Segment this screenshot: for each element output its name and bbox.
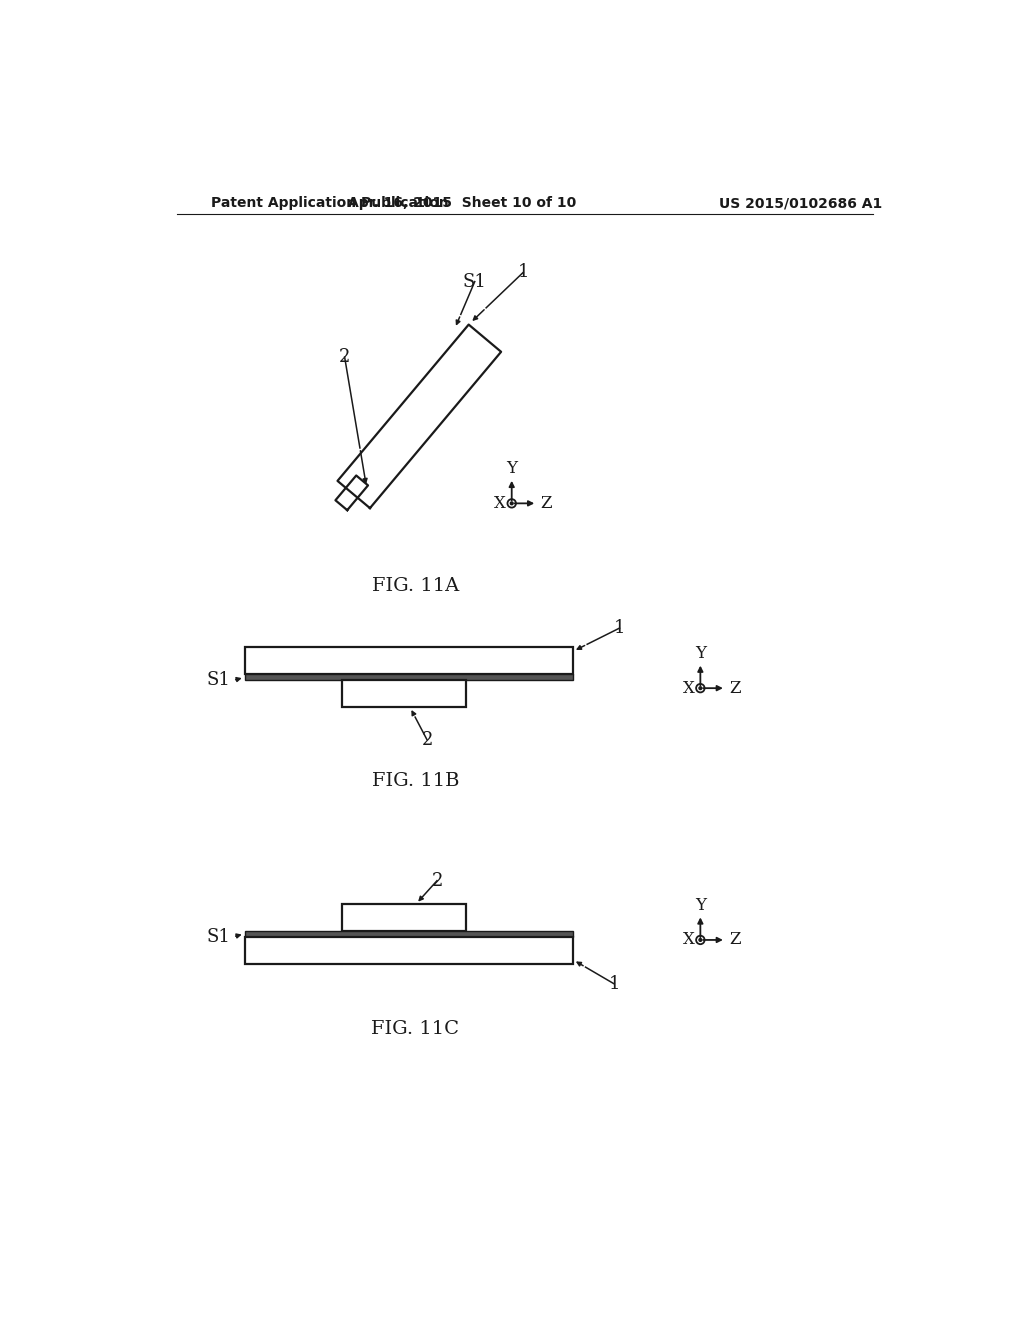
Text: 1: 1 [517, 264, 529, 281]
Bar [245, 675, 573, 681]
Text: S1: S1 [207, 672, 230, 689]
Bar [342, 904, 466, 931]
Text: US 2015/0102686 A1: US 2015/0102686 A1 [719, 197, 882, 210]
Text: FIG. 11A: FIG. 11A [372, 577, 459, 595]
Text: 2: 2 [339, 348, 350, 366]
Text: 1: 1 [608, 975, 620, 993]
Text: FIG. 11B: FIG. 11B [372, 772, 459, 789]
Circle shape [510, 502, 513, 504]
Text: FIG. 11C: FIG. 11C [372, 1019, 460, 1038]
Text: Y: Y [695, 645, 706, 663]
Text: Z: Z [729, 680, 740, 697]
Text: Z: Z [541, 495, 552, 512]
Bar [342, 681, 466, 708]
Text: Apr. 16, 2015  Sheet 10 of 10: Apr. 16, 2015 Sheet 10 of 10 [347, 197, 575, 210]
Text: X: X [683, 680, 694, 697]
Bar [245, 931, 573, 937]
Text: Z: Z [729, 932, 740, 949]
Text: 2: 2 [431, 871, 442, 890]
Circle shape [699, 686, 701, 689]
Text: 1: 1 [613, 619, 626, 638]
Text: S1: S1 [463, 273, 486, 290]
Text: Patent Application Publication: Patent Application Publication [211, 197, 450, 210]
Bar [245, 647, 573, 675]
Circle shape [699, 939, 701, 941]
Text: X: X [495, 495, 506, 512]
Text: Y: Y [695, 896, 706, 913]
Text: Y: Y [506, 461, 517, 478]
Text: X: X [683, 932, 694, 949]
Text: 2: 2 [421, 731, 433, 748]
Bar [245, 937, 573, 964]
Text: S1: S1 [207, 928, 230, 946]
